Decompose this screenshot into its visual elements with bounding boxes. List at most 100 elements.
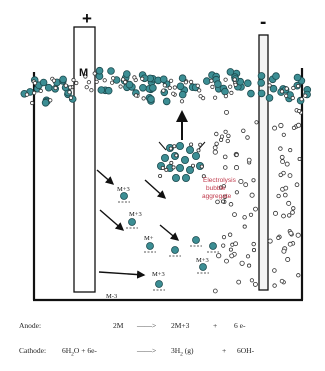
ion-label: M+3 <box>117 186 130 193</box>
foam-bubble <box>141 96 146 101</box>
foam-particle <box>125 80 134 89</box>
gas-bubble <box>247 263 252 268</box>
gas-bubble <box>272 268 277 273</box>
ion-particle <box>146 242 154 250</box>
foam-bubble <box>63 83 69 88</box>
gas-bubble <box>286 200 292 206</box>
foam-particle <box>95 66 104 75</box>
foam-bubble <box>121 77 126 82</box>
foam-bubble <box>32 90 37 96</box>
aggregate-particle <box>160 153 169 162</box>
foam-particle <box>257 72 266 80</box>
foam-particle <box>104 86 113 95</box>
foam-particle <box>41 99 50 107</box>
foam-bubble <box>74 80 79 86</box>
aggregate-particle <box>185 145 194 154</box>
migration-arrow <box>96 169 115 185</box>
gas-bubble <box>288 230 294 236</box>
anode-eq-electrons: 6 e- <box>234 321 246 330</box>
gas-bubble <box>232 212 237 217</box>
anode-eq-arrow: ——> <box>137 321 157 330</box>
gas-bubble <box>291 125 297 131</box>
gas-bubble <box>296 122 302 128</box>
foam-bubble <box>123 80 128 85</box>
foam-bubble <box>210 84 215 90</box>
diagonal-arrow-left <box>158 141 167 151</box>
foam-bubble <box>228 84 233 89</box>
anode-sign: + <box>82 9 92 28</box>
foam-particle <box>257 89 266 98</box>
foam-bubble <box>132 75 137 80</box>
gas-bubble <box>226 133 231 139</box>
anode-eq-reactant: 2M <box>113 321 124 330</box>
foam-bubble <box>223 94 228 99</box>
foam-particle <box>149 84 157 92</box>
cathode-eq-plus: + <box>222 346 227 355</box>
gas-bubble <box>287 213 292 218</box>
migration-arrow <box>144 179 167 199</box>
foam-particle <box>162 97 171 106</box>
foam-bubble <box>86 80 92 85</box>
foam-bubble <box>32 81 38 86</box>
gas-bubble <box>229 253 235 259</box>
gas-bubble <box>238 178 244 185</box>
ion-particle <box>199 263 207 271</box>
gas-bubble <box>249 192 255 198</box>
foam-bubble <box>102 78 107 83</box>
gas-bubble <box>243 182 249 188</box>
ion-particle <box>155 280 163 288</box>
gas-bubble <box>283 185 289 191</box>
ion-label: M-3 <box>106 293 117 300</box>
gas-bubble <box>282 192 288 198</box>
foam-bubble <box>118 84 123 89</box>
gas-bubble <box>245 135 250 140</box>
foam-bubble <box>229 90 234 96</box>
gas-bubble <box>219 134 225 139</box>
gas-bubble <box>252 281 258 287</box>
gas-bubble <box>224 258 229 264</box>
foam-particle <box>226 68 235 76</box>
electrolysis-cell-svg: + - M M+3 M+ M+3 M+3 M+3 M-3 Electrolysi… <box>20 9 312 302</box>
foam-particle <box>123 70 131 78</box>
foam-bubble <box>84 85 89 90</box>
gas-bubble <box>297 156 302 162</box>
bubble-aggregate <box>156 141 206 182</box>
foam-particle <box>244 79 252 87</box>
gas-bubble <box>245 254 251 259</box>
foam-bubble <box>291 85 296 91</box>
gas-bubble <box>214 141 219 146</box>
anode-eq-plus: + <box>213 321 218 330</box>
ion-label: M+3 <box>152 271 165 278</box>
cathode-eq-label: Cathode: <box>19 346 47 355</box>
anode-electrode <box>73 26 96 293</box>
ion-particle <box>192 236 200 244</box>
foam-particle <box>39 78 48 87</box>
foam-bubble <box>48 98 53 103</box>
foam-bubble <box>169 78 174 83</box>
foam-particle <box>97 86 106 94</box>
foam-particle <box>247 89 255 98</box>
foam-bubble <box>133 93 139 98</box>
gas-bubble <box>294 182 300 188</box>
foam-particle <box>269 84 278 93</box>
gas-bubble <box>254 120 259 125</box>
aggregate-bubble <box>196 148 201 153</box>
cathode-eq-arrow: ——> <box>137 346 157 355</box>
foam-bubble <box>24 92 30 97</box>
foam-bubble <box>284 86 289 91</box>
foam-bubble <box>283 93 289 98</box>
cathode-h2o-sub: 2 <box>71 351 74 358</box>
cathode-h2-main: 3H <box>171 346 181 355</box>
cathode-eq-product: 3H2 (g) <box>171 346 194 358</box>
gas-bubble <box>273 210 278 216</box>
ion-particle <box>209 242 217 250</box>
foam-bubble <box>92 71 97 76</box>
gas-bubble <box>223 129 228 134</box>
anode-eq-product: 2M+3 <box>171 321 190 330</box>
foam-particle <box>265 94 274 102</box>
gas-bubble <box>278 146 283 151</box>
gas-bubble <box>279 154 285 160</box>
gas-bubble <box>228 202 234 207</box>
gas-bubble <box>216 253 222 259</box>
